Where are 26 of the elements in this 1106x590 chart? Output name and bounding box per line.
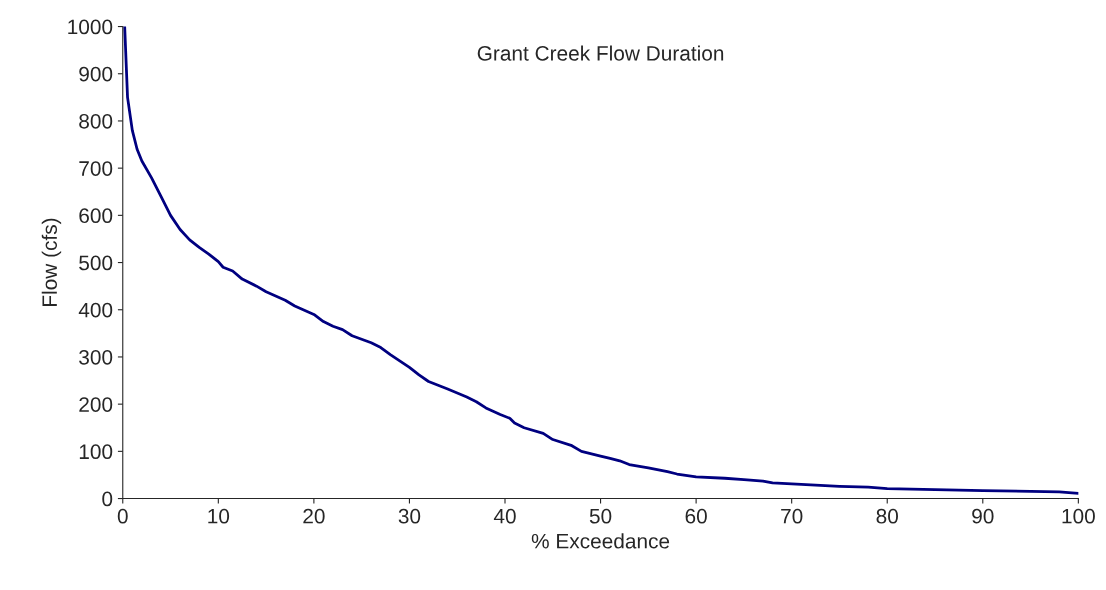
x-tick-label: 0 (117, 508, 128, 524)
y-tick-label: 200 (79, 397, 113, 412)
x-tick-label: 40 (493, 508, 516, 524)
y-tick-label: 900 (79, 66, 113, 82)
x-tick-label: 60 (685, 508, 707, 524)
x-tick-label: 80 (876, 508, 899, 524)
y-tick-label: 500 (79, 255, 113, 271)
x-tick-label: 90 (972, 508, 994, 524)
x-axis-title: % Exceedance (531, 533, 670, 549)
x-tick-label: 100 (1062, 508, 1095, 524)
x-tick-label: 10 (208, 508, 230, 524)
y-tick-label: 300 (79, 349, 113, 365)
text: Grant Creek Flow Duration (477, 45, 724, 61)
y-tick-label: 700 (79, 161, 113, 176)
x-tick-label: 70 (781, 508, 803, 524)
line-series (123, 26, 1079, 495)
y-tick-label: 600 (79, 208, 113, 224)
y-tick-label: 400 (78, 302, 113, 318)
x-tick-label: 50 (589, 508, 612, 524)
y-tick-label: 800 (79, 113, 113, 129)
x-tick-label: 20 (303, 508, 325, 524)
y-tick-label: 0 (102, 491, 113, 507)
x-tick-label: 30 (398, 508, 421, 524)
y-tick-label: 100 (79, 444, 113, 460)
y-tick-label: 1000 (68, 19, 113, 35)
y-axis-title: Flow (cfs) (41, 218, 62, 306)
